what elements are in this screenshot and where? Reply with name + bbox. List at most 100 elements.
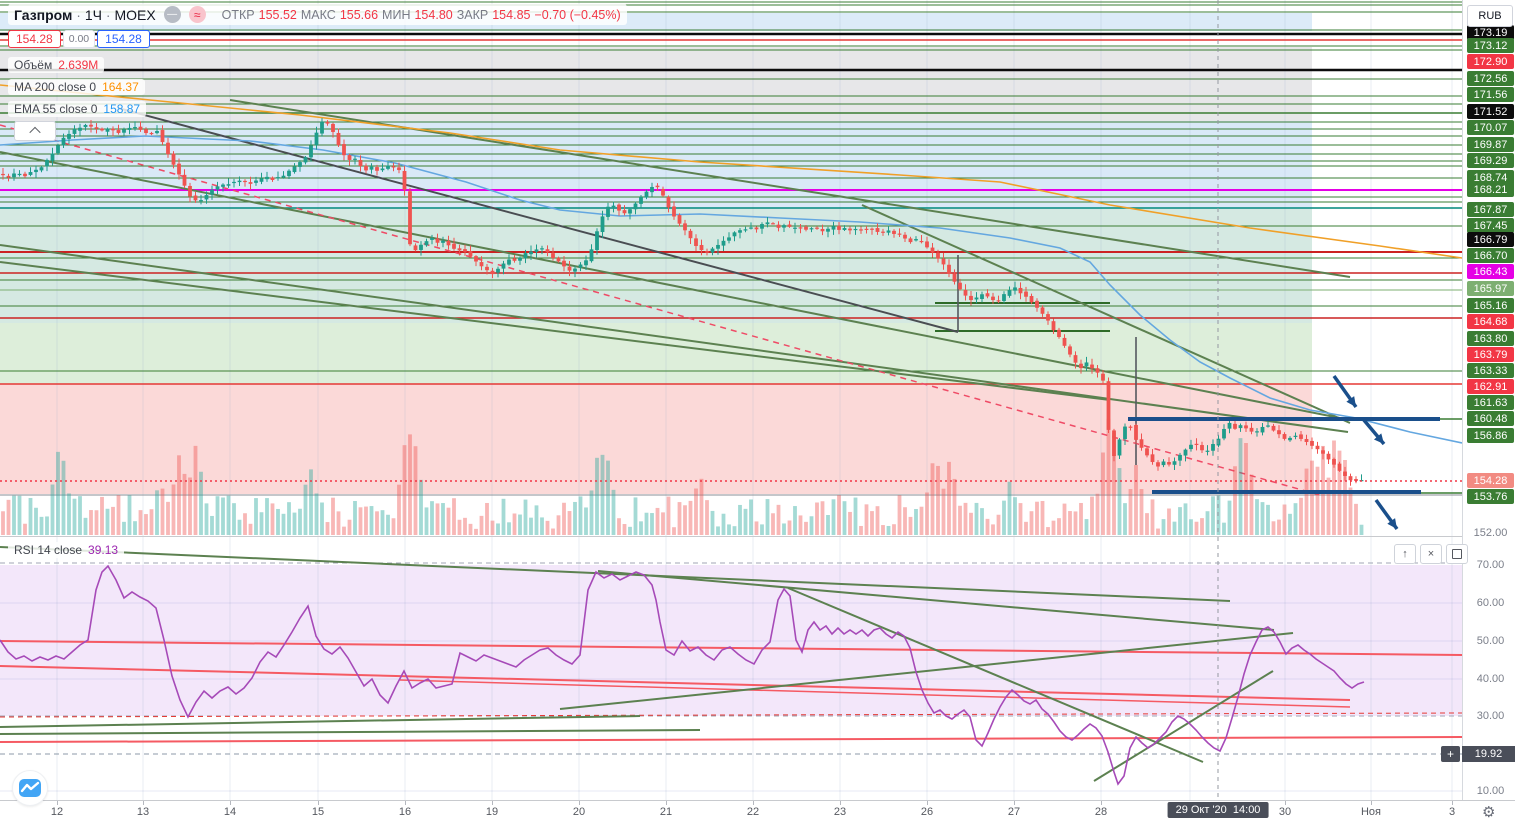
maximize-pane-button[interactable] — [1446, 544, 1468, 564]
open-value: 155.52 — [258, 7, 297, 22]
volume-bar — [787, 520, 792, 535]
sell-button[interactable]: 154.28 — [8, 30, 61, 48]
settings-gear-icon[interactable]: ⚙ — [1482, 803, 1496, 821]
candle-body — [210, 189, 214, 195]
volume-bar — [94, 510, 99, 535]
candle-body — [545, 249, 550, 253]
candle-body — [666, 196, 671, 208]
volume-bar — [149, 509, 154, 535]
candle-body — [716, 244, 720, 249]
volume-bar — [985, 518, 990, 535]
volume-bar — [127, 495, 132, 535]
volume-bar — [287, 502, 291, 535]
volume-bar — [474, 528, 478, 535]
time-scale[interactable]: 29 Окт '20 14:00 ⚙ 12 13 14 15 16 19 20 21 22 23 2… — [0, 800, 1515, 824]
volume-bar — [171, 484, 176, 535]
volume-bar — [419, 479, 423, 535]
rsi-scale-label: 70.00 — [1476, 558, 1505, 571]
volume-bar — [67, 493, 71, 535]
candle-body — [914, 239, 918, 241]
add-alert-plus-button[interactable]: + — [1441, 746, 1460, 762]
candle-body — [529, 251, 533, 255]
candle-body — [325, 121, 330, 124]
candle-body — [1084, 362, 1089, 367]
volume-legend[interactable]: Объём 2.639M — [8, 57, 105, 73]
volume-bar — [232, 503, 236, 535]
time-tick-mark — [1101, 801, 1102, 805]
candle-body — [919, 240, 924, 243]
timeframe-label[interactable]: 1Ч — [84, 6, 102, 23]
price-scale-label: 161.63 — [1467, 395, 1514, 410]
rsi-scale-label: 30.00 — [1476, 709, 1505, 722]
time-tick-mark — [143, 801, 144, 805]
currency-toggle-button[interactable]: RUB — [1467, 5, 1513, 27]
candle-body — [947, 264, 951, 274]
volume-bar — [628, 526, 632, 535]
volume-bar — [754, 521, 759, 535]
collapse-legend-button[interactable] — [14, 121, 56, 141]
volume-bar — [1194, 521, 1199, 535]
volume-bar — [160, 488, 165, 535]
time-tick-mark — [492, 801, 493, 805]
volume-bar — [980, 508, 984, 535]
volume-bar — [1293, 503, 1298, 535]
candle-body — [1095, 368, 1100, 373]
volume-bar — [358, 507, 363, 535]
price-scale-label: 163.79 — [1467, 347, 1514, 362]
volume-bar — [1128, 489, 1133, 535]
candle-body — [842, 228, 847, 230]
time-scale-label: 16 — [398, 806, 412, 818]
volume-bar — [215, 496, 220, 535]
candle-body — [265, 176, 269, 180]
price-chart-canvas[interactable] — [0, 0, 1462, 537]
wave-icon[interactable]: ≈ — [188, 6, 206, 23]
rsi-legend[interactable]: RSI 14 close 39.13 — [8, 542, 125, 558]
symbol-header[interactable]: Газпром · 1Ч · MOEX — ≈ ОТКР 155.52 МАКС 1… — [8, 4, 627, 25]
candle-body — [694, 238, 698, 246]
candle-body — [600, 216, 605, 233]
volume-bar — [501, 498, 506, 535]
volume-bar — [1244, 443, 1248, 535]
candle-body — [138, 126, 143, 130]
volume-bar — [12, 495, 16, 535]
volume-bar — [529, 517, 533, 535]
volume-bar — [138, 510, 143, 535]
volume-bar — [72, 498, 77, 535]
ma200-legend[interactable]: MA 200 close 0 164.37 — [8, 79, 145, 95]
candle-body — [1293, 435, 1298, 437]
price-scale-label: 152.00 — [1473, 526, 1508, 539]
low-value: 154.80 — [414, 7, 453, 22]
volume-bar — [6, 499, 11, 535]
volume-bar — [705, 500, 709, 535]
candle-body — [650, 186, 654, 193]
price-scale-label: 171.52 — [1467, 104, 1514, 119]
price-scale[interactable]: 173.19 173.12 172.90 172.56 171.56 171.52 170.… — [1462, 0, 1515, 800]
volume-bar — [408, 434, 412, 535]
minimize-icon[interactable]: — — [163, 6, 181, 23]
volume-bar — [1112, 433, 1116, 535]
volume-bar — [749, 499, 753, 535]
candle-body — [1145, 448, 1149, 456]
volume-bar — [452, 498, 456, 535]
volume-bar — [666, 496, 671, 535]
platform-logo[interactable] — [12, 770, 48, 806]
candle-body — [534, 249, 539, 252]
candle-body — [1013, 287, 1017, 291]
time-scale-label: 26 — [920, 806, 934, 818]
symbol-title[interactable]: Газпром · 1Ч · MOEX — [14, 6, 156, 23]
move-pane-up-button[interactable]: ↑ — [1394, 544, 1416, 564]
time-tick-mark — [666, 801, 667, 805]
price-scale-label: 166.43 — [1467, 264, 1514, 279]
ema55-legend[interactable]: EMA 55 close 0 158.87 — [8, 101, 147, 117]
ma200-line — [0, 84, 1462, 259]
ema55-value: 158.87 — [103, 102, 141, 116]
rsi-chart-canvas[interactable] — [0, 537, 1462, 800]
volume-bar — [237, 519, 242, 535]
candle-body — [1238, 425, 1243, 429]
volume-bar — [699, 478, 704, 535]
candle-body — [721, 240, 726, 246]
candle-body — [50, 153, 55, 161]
close-pane-button[interactable]: × — [1420, 544, 1442, 564]
candle-body — [1332, 458, 1336, 465]
buy-button[interactable]: 154.28 — [97, 30, 150, 48]
